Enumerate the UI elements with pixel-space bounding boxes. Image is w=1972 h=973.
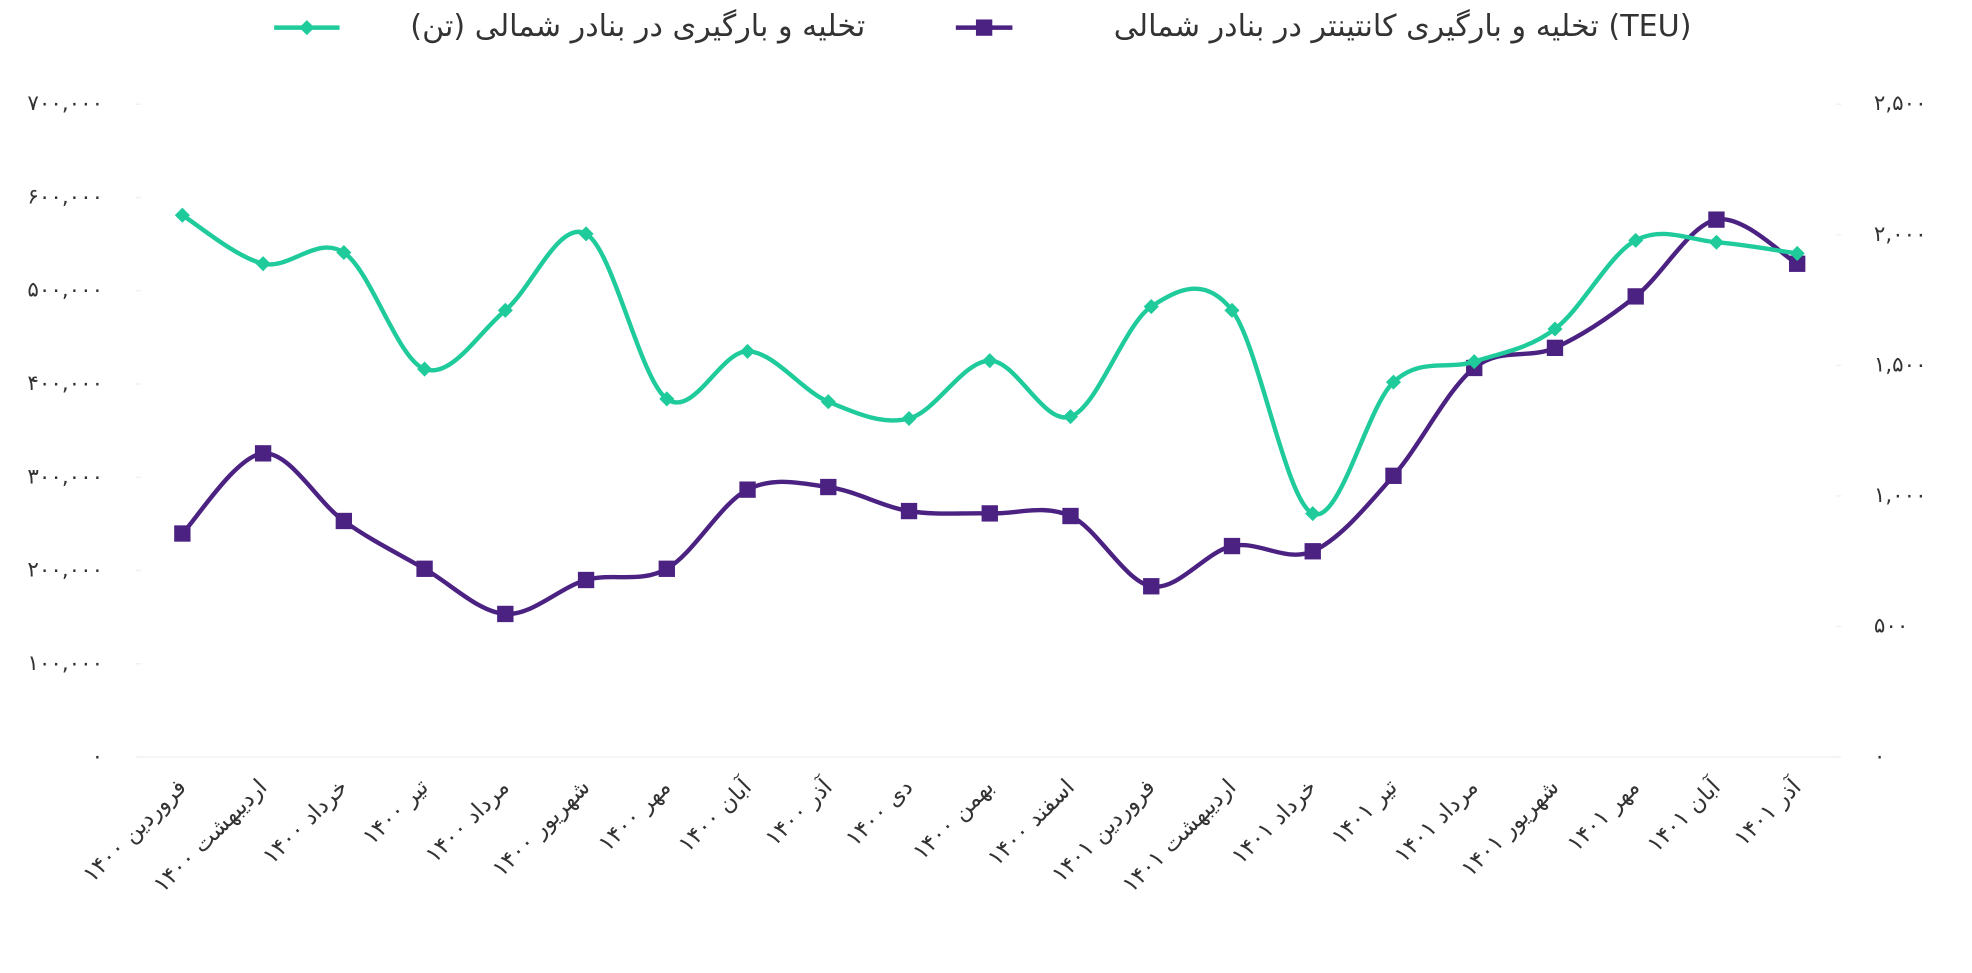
point — [901, 411, 916, 426]
y-tick-label: ۰ — [92, 744, 103, 769]
y-tick-label: ۳۰۰,۰۰۰ — [27, 464, 103, 489]
point — [739, 481, 755, 497]
y2-tick-label: ۲,۰۰۰ — [1874, 222, 1927, 247]
point — [982, 505, 998, 521]
y-tick-label: ۵۰۰,۰۰۰ — [27, 278, 103, 303]
x-tick-label: آبان ۱۴۰۰ — [672, 772, 758, 858]
y2-tick-label: ۰ — [1874, 744, 1885, 769]
y-tick-label: ۴۰۰,۰۰۰ — [27, 371, 103, 396]
x-tick-label: خرداد ۱۴۰۱ — [1227, 774, 1322, 869]
legend-marker — [976, 19, 992, 35]
point — [255, 445, 271, 461]
point — [416, 561, 432, 577]
point — [336, 513, 352, 529]
x-tick-label: مهر ۱۴۰۰ — [593, 774, 676, 857]
series-line — [182, 219, 1797, 614]
y2-tick-label: ۵۰۰ — [1874, 613, 1908, 638]
point — [1143, 578, 1159, 594]
point — [901, 503, 917, 519]
y-tick-label: ۷۰۰,۰۰۰ — [27, 91, 103, 116]
point — [821, 394, 836, 409]
chart: ۰ ۱۰۰,۰۰۰ ۲۰۰,۰۰۰ ۳۰۰,۰۰۰ ۴۰۰,۰۰۰ ۵۰۰,۰۰۰ ۶۰۰,… — [0, 0, 1972, 973]
y-tick-label: ۶۰۰,۰۰۰ — [27, 184, 103, 209]
point — [1224, 538, 1240, 554]
x-tick-label: خرداد ۱۴۰۰ — [258, 774, 353, 869]
x-tick-label: مهر ۱۴۰۱ — [1562, 774, 1645, 857]
point — [740, 344, 755, 359]
point — [1709, 235, 1724, 250]
point — [1385, 468, 1401, 484]
legend-label: تخلیه و بارگیری در بنادر شمالی (تن) — [410, 9, 865, 44]
point — [1628, 288, 1644, 304]
point — [256, 256, 271, 271]
x-tick-label: آبان ۱۴۰۱ — [1641, 772, 1727, 858]
point — [1062, 508, 1078, 524]
x-tick-label: دی ۱۴۰۰ — [841, 774, 919, 851]
x-tick-label: آذر ۱۴۰۰ — [759, 772, 839, 852]
point — [1305, 543, 1321, 559]
y2-tick-label: ۱,۵۰۰ — [1874, 352, 1927, 377]
point — [497, 606, 513, 622]
point — [174, 525, 190, 541]
point — [578, 572, 594, 588]
x-tick-label: آذر ۱۴۰۱ — [1728, 772, 1808, 852]
x-tick-label: تیر ۱۴۰۰ — [358, 774, 434, 850]
y-tick-label: ۱۰۰,۰۰۰ — [27, 651, 103, 676]
x-tick-label: تیر ۱۴۰۱ — [1327, 774, 1403, 850]
y2-tick-label: ۱,۰۰۰ — [1874, 483, 1927, 508]
point — [820, 479, 836, 495]
y2-tick-label: ۲,۵۰۰ — [1874, 91, 1927, 116]
point — [1547, 340, 1563, 356]
y-tick-label: ۲۰۰,۰۰۰ — [27, 558, 103, 583]
point — [1708, 211, 1724, 227]
point — [659, 561, 675, 577]
legend-label: تخلیه و بارگیری کانتینتر در بنادر شمالی … — [1114, 9, 1692, 44]
point — [982, 353, 997, 368]
legend-marker — [299, 20, 314, 35]
